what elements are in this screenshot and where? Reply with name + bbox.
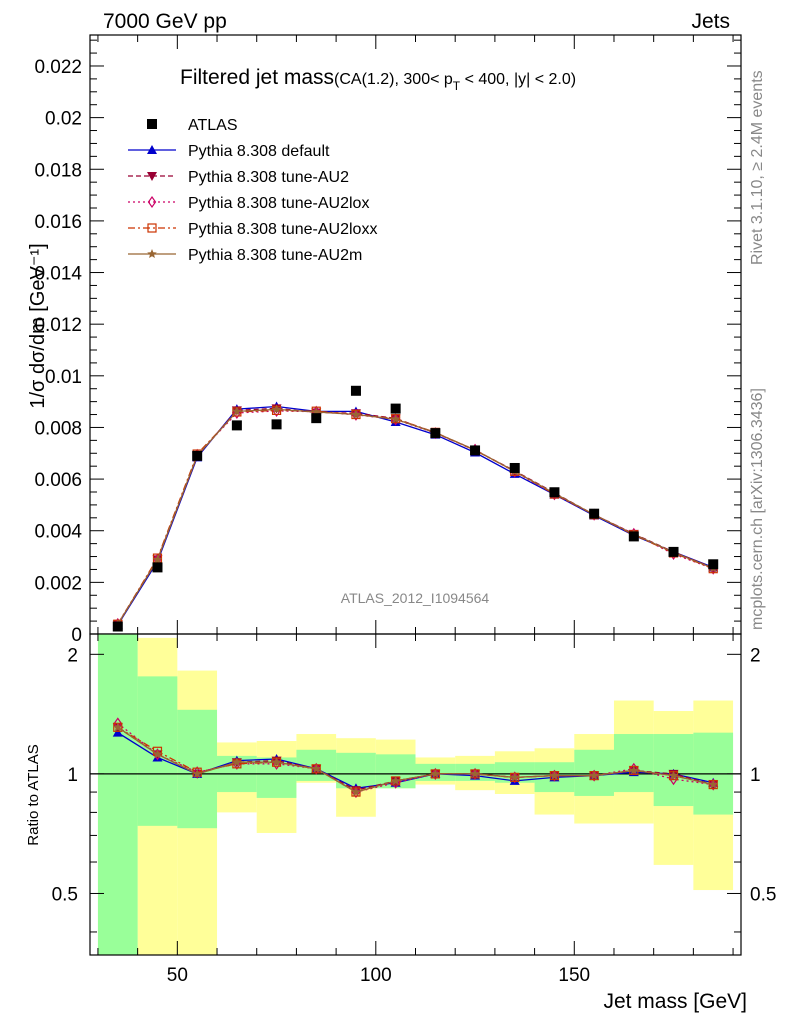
chart-title-main: Filtered jet mass xyxy=(180,66,334,89)
legend-label: Pythia 8.308 tune-AU2loxx xyxy=(188,221,377,238)
data-point xyxy=(549,487,560,498)
ratio-series-point xyxy=(470,768,480,778)
y-tick-label: 0.01 xyxy=(45,367,82,388)
legend-label: Pythia 8.308 tune-AU2m xyxy=(188,247,362,264)
legend-marker xyxy=(147,172,157,181)
main-panel-axes: 0 0.002 0.004 0.006 0.008 0.01 0.012 0.014 0.016… xyxy=(34,34,742,646)
data-point xyxy=(231,420,242,431)
data-point xyxy=(311,413,322,424)
y-tick-label: 0.022 xyxy=(34,57,82,78)
x-axis-label: Jet mass [GeV] xyxy=(603,990,747,1013)
data-point xyxy=(271,419,282,430)
ratio-series-line xyxy=(117,722,714,793)
ratio-panel-bands xyxy=(97,634,734,955)
ratio-panel-series xyxy=(112,717,719,799)
legend-marker xyxy=(147,195,157,209)
ratio-tick-label-right: 1 xyxy=(750,765,761,786)
legend-marker xyxy=(147,223,157,233)
ratio-series-point xyxy=(113,722,123,732)
ratio-series-line xyxy=(117,726,714,793)
ratio-series-point xyxy=(668,770,679,780)
ratio-tick-label: 0.5 xyxy=(52,884,78,905)
ratio-tick-label-right: 2 xyxy=(750,645,761,666)
ratio-series-point xyxy=(589,770,599,780)
ratio-series-point xyxy=(152,749,163,759)
data-point xyxy=(668,546,679,557)
series-line xyxy=(117,408,714,625)
series-point xyxy=(271,404,282,414)
legend-marker xyxy=(147,249,157,258)
ratio-series-point xyxy=(271,757,282,767)
y-axis-label: 1/σ dσ/dm [GeV⁻¹] xyxy=(27,243,49,408)
legend-label: Pythia 8.308 default xyxy=(188,143,330,160)
series-point xyxy=(152,554,163,564)
ratio-series-point xyxy=(192,766,202,779)
y-tick-label: 0.012 xyxy=(34,315,82,336)
data-point xyxy=(192,450,203,461)
data-point xyxy=(390,403,401,414)
legend-label: Pythia 8.308 tune-AU2lox xyxy=(188,195,369,212)
ratio-series-point xyxy=(708,779,718,789)
ratio-series-point xyxy=(232,757,242,767)
data-point xyxy=(708,559,719,570)
data-point xyxy=(152,562,163,573)
data-point xyxy=(350,385,361,396)
legend-label: Pythia 8.308 tune-AU2 xyxy=(188,169,349,186)
y-tick-label: 0.006 xyxy=(34,470,82,491)
chart-title-detail: (CA(1.2), 300< p xyxy=(334,71,453,88)
header-left: 7000 GeV pp xyxy=(103,10,227,33)
y-tick-label: 0.018 xyxy=(34,160,82,181)
ratio-series-point xyxy=(192,768,202,778)
chart-title: Filtered jet mass(CA(1.2), 300< pT < 400… xyxy=(180,66,576,93)
y-tick-label: 0.008 xyxy=(34,418,82,439)
x-tick-label: 50 xyxy=(167,965,188,986)
y-tick-label: 0.002 xyxy=(34,573,82,594)
x-tick-label: 150 xyxy=(558,965,590,986)
ratio-axis-label: Ratio to ATLAS xyxy=(25,744,42,845)
data-point xyxy=(628,531,639,542)
ratio-series-point xyxy=(629,765,639,775)
ratio-tick-label-right: 0.5 xyxy=(750,884,776,905)
y-tick-label: 0.02 xyxy=(45,109,82,130)
data-point xyxy=(112,621,123,632)
y-tick-label: 0.016 xyxy=(34,212,82,233)
series-point xyxy=(351,409,361,419)
y-tick-label: 0 xyxy=(71,625,82,646)
legend-marker-atlas xyxy=(147,119,157,129)
ratio-series-point xyxy=(510,772,520,782)
rivet-label: Rivet 3.1.10, ≥ 2.4M events xyxy=(749,70,766,265)
y-tick-label: 0.014 xyxy=(34,264,82,285)
ratio-series-point xyxy=(430,768,441,778)
ratio-series-point xyxy=(311,763,321,773)
header-right: Jets xyxy=(691,10,730,33)
data-point xyxy=(430,428,441,439)
ratio-series-point xyxy=(629,762,639,775)
chart-title-subscript: T xyxy=(453,79,461,93)
legend-label-atlas: ATLAS xyxy=(188,117,238,134)
data-point xyxy=(589,508,600,519)
legend: ATLAS Pythia 8.308 default Pythia 8.308 tu… xyxy=(128,117,377,264)
ratio-band-inner xyxy=(97,634,138,955)
x-tick-label: 100 xyxy=(360,965,392,986)
data-point xyxy=(509,462,520,473)
ratio-series-point xyxy=(549,770,560,780)
analysis-watermark: ATLAS_2012_I1094564 xyxy=(341,590,490,606)
series-point xyxy=(232,406,242,416)
y-tick-label: 0.004 xyxy=(34,522,82,543)
mcplots-label: mcplots.cern.ch [arXiv:1306.3436] xyxy=(749,388,766,630)
chart-title-detail-rest: < 400, |y| < 2.0) xyxy=(460,71,576,88)
ratio-tick-label: 1 xyxy=(67,765,78,786)
ratio-series-point xyxy=(351,787,361,797)
legend-marker xyxy=(147,145,157,154)
ratio-tick-label: 2 xyxy=(67,645,78,666)
ratio-series-point xyxy=(390,775,401,785)
data-point xyxy=(470,445,481,456)
series-point xyxy=(390,414,401,424)
main-panel-data-points xyxy=(112,385,719,632)
